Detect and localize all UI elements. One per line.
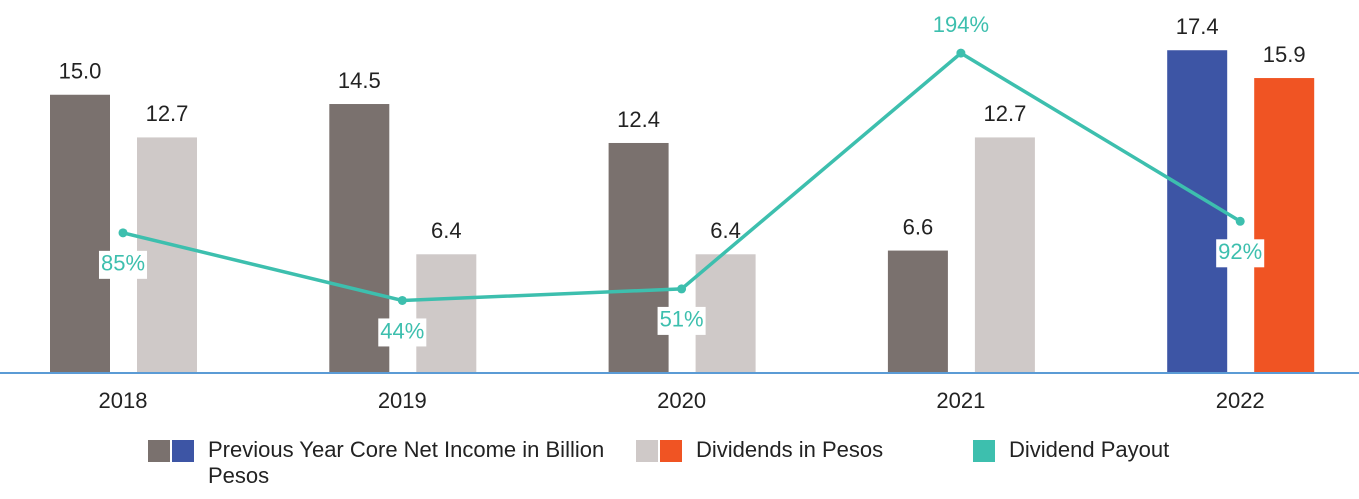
line	[122, 50, 1242, 303]
x-tick-label: 2021	[936, 388, 985, 413]
label-bg	[1216, 239, 1265, 268]
label-bg	[657, 306, 706, 335]
line-point	[956, 48, 966, 58]
value-label: 12.7	[146, 101, 189, 126]
bar	[887, 250, 948, 373]
value-label: 17.4	[1176, 14, 1219, 39]
legend-box: Previous Year Core Net Income in Billion…	[208, 437, 605, 488]
value-label: 14.5	[338, 68, 381, 93]
bar	[1254, 78, 1315, 374]
legend-label: Dividends in Pesos	[696, 437, 884, 462]
bar	[608, 142, 669, 373]
legend-swatch	[172, 440, 194, 462]
legend-swatch	[660, 440, 682, 462]
value-label: 6.6	[903, 214, 934, 239]
legend-label: Dividend Payout	[1009, 437, 1170, 462]
value-label: 44%	[380, 318, 424, 343]
label-bg	[98, 250, 148, 279]
line-point	[677, 284, 687, 294]
x-tick-label: 2019	[378, 388, 427, 413]
bar	[50, 94, 110, 373]
legend-label: Previous Year Core Net Income in Billion…	[208, 437, 605, 488]
line-point	[1235, 216, 1245, 226]
legend-box: Dividend Payout	[1009, 437, 1170, 462]
value-label: 194%	[933, 12, 989, 37]
value-label: 51%	[660, 307, 704, 332]
value-label: 6.4	[431, 218, 462, 243]
x-tick-label: 2022	[1216, 388, 1265, 413]
label-bg	[378, 318, 427, 347]
bar	[974, 137, 1035, 373]
bar	[416, 254, 477, 373]
line-point	[118, 228, 128, 238]
legend-swatch	[973, 440, 995, 462]
legend-box: Dividends in Pesos	[696, 437, 884, 462]
x-tick-label: 2018	[99, 388, 148, 413]
value-label: 15.0	[59, 59, 102, 84]
legend-swatch	[148, 440, 170, 462]
value-label: 85%	[101, 251, 145, 276]
value-label: 15.9	[1263, 42, 1306, 67]
value-label: 6.4	[710, 218, 741, 243]
bar	[1167, 50, 1228, 373]
value-label: 12.4	[617, 107, 660, 132]
value-label: 12.7	[983, 101, 1026, 126]
x-tick-label: 2020	[657, 388, 706, 413]
value-label: 92%	[1218, 239, 1262, 264]
legend-swatch	[636, 440, 658, 462]
line-point	[397, 295, 407, 305]
